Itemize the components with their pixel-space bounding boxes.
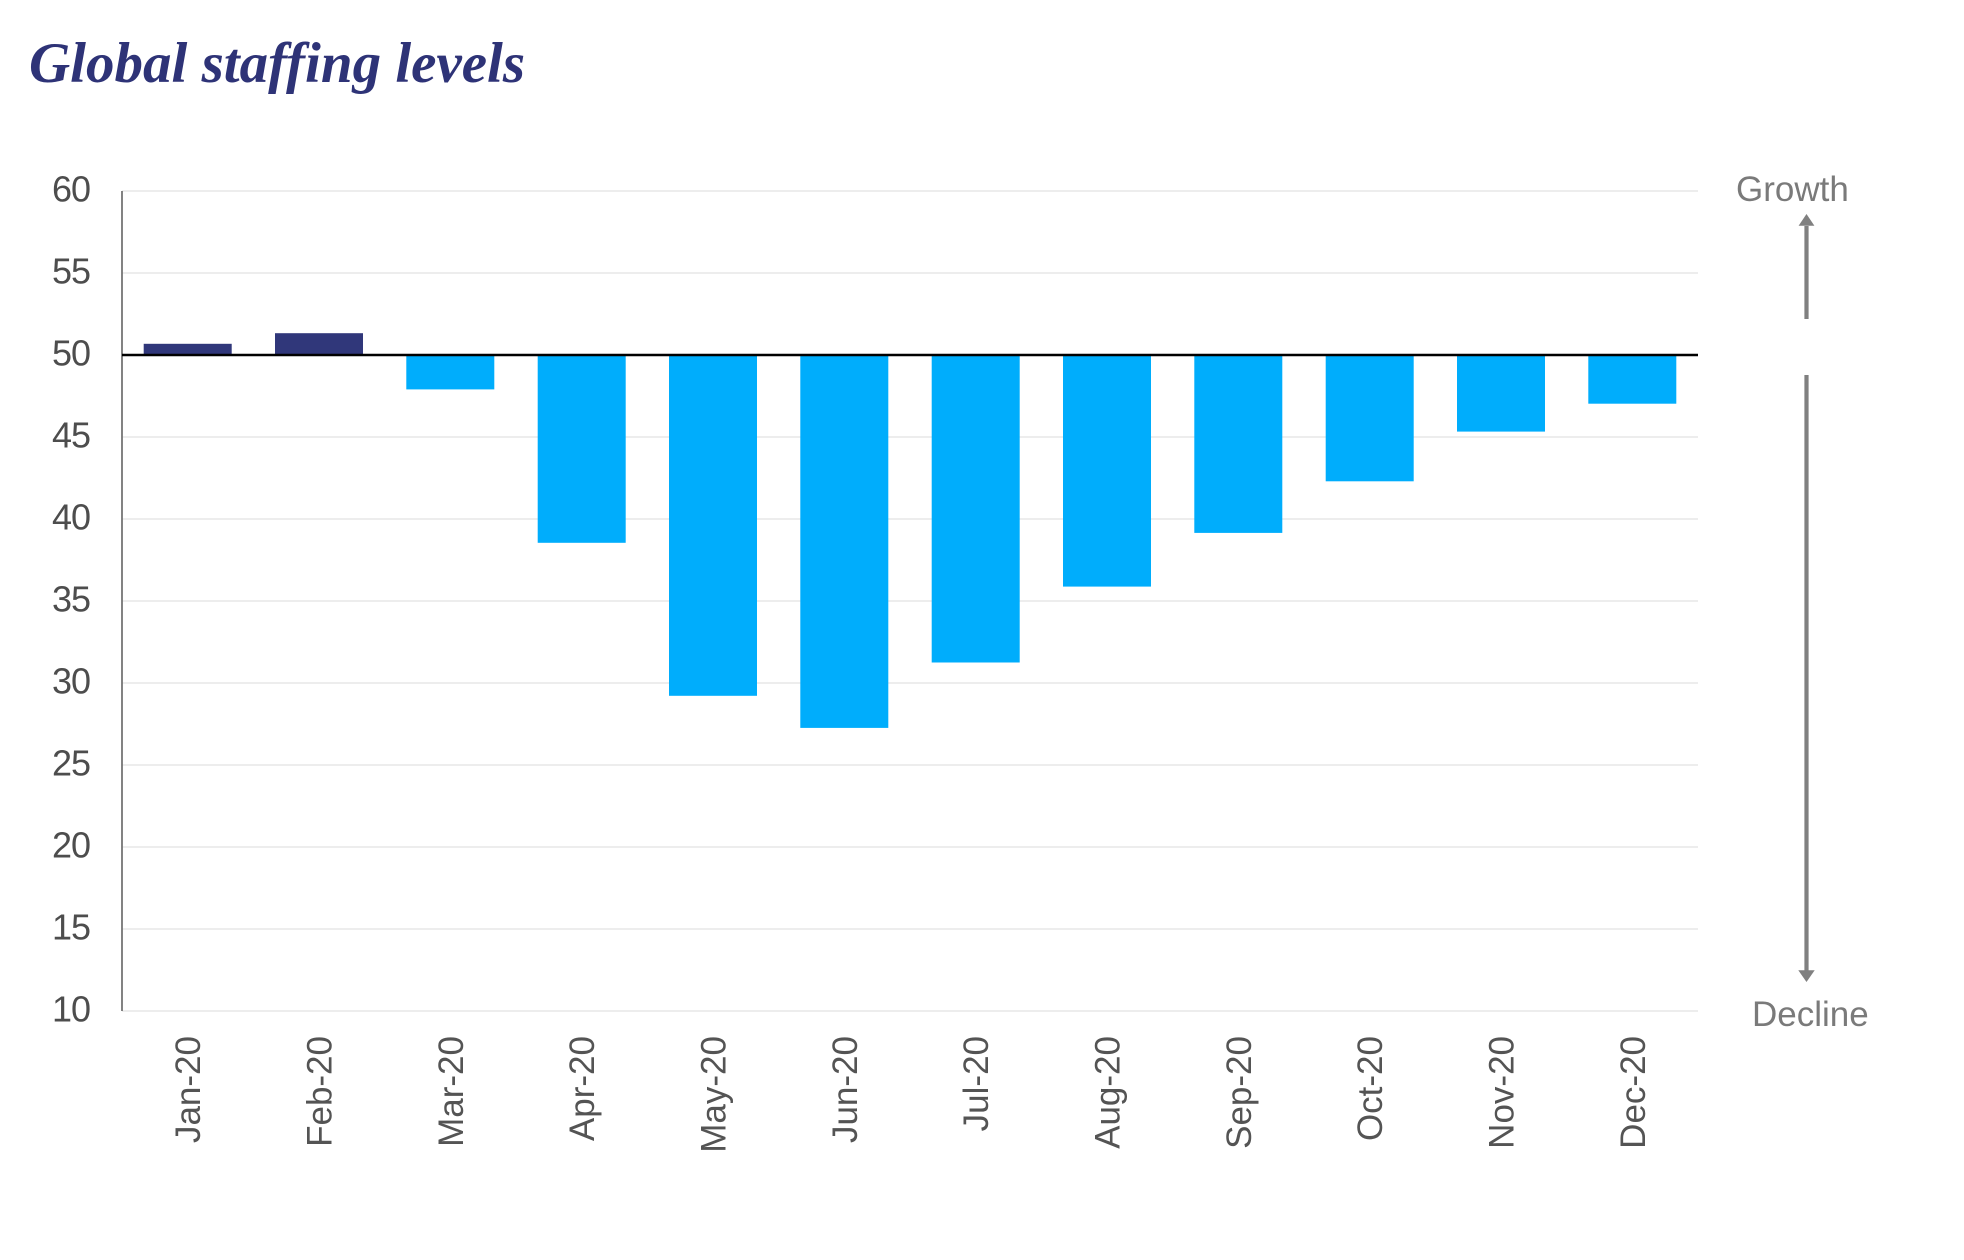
svg-text:Decline: Decline: [1752, 995, 1869, 1034]
svg-text:60: 60: [52, 169, 90, 210]
svg-text:45: 45: [52, 415, 90, 456]
svg-text:Aug-20: Aug-20: [1089, 1036, 1128, 1149]
svg-text:Jan-20: Jan-20: [169, 1036, 208, 1143]
svg-text:Oct-20: Oct-20: [1351, 1036, 1390, 1141]
svg-text:Jul-20: Jul-20: [957, 1036, 996, 1131]
svg-text:10: 10: [52, 989, 90, 1030]
svg-text:Apr-20: Apr-20: [563, 1036, 602, 1141]
svg-text:Mar-20: Mar-20: [432, 1036, 471, 1147]
svg-text:Sep-20: Sep-20: [1220, 1036, 1259, 1149]
svg-text:25: 25: [52, 743, 90, 784]
svg-text:20: 20: [52, 825, 90, 866]
svg-text:May-20: May-20: [695, 1036, 734, 1153]
svg-text:40: 40: [52, 497, 90, 538]
svg-text:Nov-20: Nov-20: [1483, 1036, 1522, 1149]
svg-text:Dec-20: Dec-20: [1614, 1036, 1653, 1149]
svg-text:Growth: Growth: [1736, 170, 1849, 209]
svg-text:Jun-20: Jun-20: [826, 1036, 865, 1143]
svg-text:15: 15: [52, 907, 90, 948]
svg-text:30: 30: [52, 661, 90, 702]
svg-text:50: 50: [52, 333, 90, 374]
svg-text:35: 35: [52, 579, 90, 620]
svg-text:Feb-20: Feb-20: [301, 1036, 340, 1147]
svg-text:55: 55: [52, 251, 90, 292]
